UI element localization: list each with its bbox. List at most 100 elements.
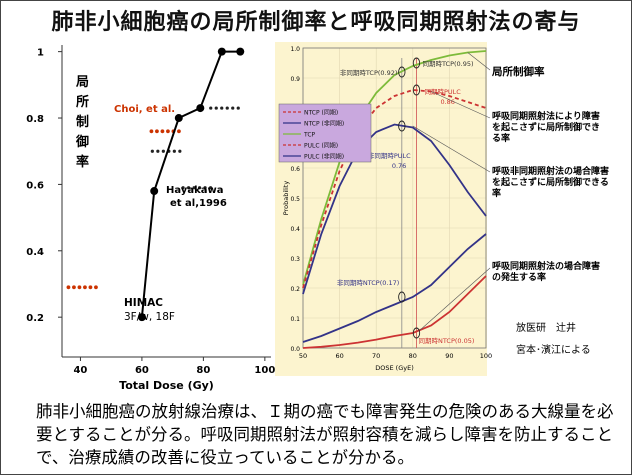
left-hayakawa-point [214, 106, 218, 110]
right-y-tick-label: 1.0 [290, 46, 300, 53]
right-annotation: 同期時TCP(0.95) [422, 60, 473, 68]
right-series-line [302, 275, 487, 349]
left-legend-hayakawa: et al,1996 [170, 198, 227, 209]
right-annotation: 非同期時PULC [368, 151, 411, 160]
left-y-tick-label: 0.6 [26, 180, 44, 191]
right-x-tick-label: 100 [480, 352, 492, 360]
right-y-tick-label: 0.9 [290, 76, 300, 83]
side-label-gated-pulc: 呼吸同期照射法により障害を起こさずに局所制御できる率 [492, 112, 601, 144]
right-annotation: 同期時PULC [424, 88, 461, 96]
right-y-tick-label: 0.2 [290, 286, 300, 293]
right-series-line [302, 89, 487, 289]
right-annotation: 非同期時TCP(0.92) [340, 68, 398, 77]
right-legend-label: PULC (同期) [304, 142, 338, 150]
left-choi-point [177, 129, 181, 134]
left-hayakawa-point [209, 106, 213, 110]
right-leader-line [467, 52, 491, 71]
left-x-tick-label: 80 [196, 365, 210, 376]
left-y-axis-label: 御 [75, 134, 89, 150]
left-hayakawa-point [186, 186, 191, 190]
left-legend-choi: Choi, et al. [114, 104, 175, 115]
right-x-tick-label: 50 [299, 352, 307, 360]
left-choi-point [160, 129, 165, 134]
left-choi-point [83, 285, 87, 290]
left-himac-point [137, 313, 146, 322]
left-y-axis-label: 制 [76, 114, 89, 130]
side-label-nongated-pulc: 呼吸非同期照射法の場合障害を起こさずに局所制御できる率 [492, 167, 610, 199]
right-annotation: 非同期時NTCP(0.17) [337, 278, 399, 287]
left-hayakawa-point [156, 149, 160, 153]
right-annotation: 0.86 [440, 98, 454, 106]
right-legend-box [278, 103, 372, 163]
right-y-tick-label: 0.5 [290, 196, 300, 203]
left-hayakawa-point [208, 186, 213, 190]
right-leader-line [419, 267, 491, 331]
right-y-tick-label: 0.4 [290, 226, 300, 233]
left-hayakawa-point [181, 186, 185, 190]
left-hayakawa-point [192, 186, 196, 190]
left-x-tick-label: 100 [254, 365, 275, 376]
right-y-tick-label: 0.1 [290, 316, 300, 323]
right-plot-frame [302, 47, 487, 349]
right-y-tick-label: 0.6 [290, 166, 300, 173]
right-leader-line [412, 125, 491, 173]
left-y-tick-label: 0.2 [26, 313, 44, 324]
left-y-tick-label: 0.8 [26, 114, 44, 125]
slide-caption: 肺非小細胞癌の放射線治療は、Ｉ期の癌でも障害発生の危険のある大線量を必要とするこ… [36, 402, 614, 467]
left-himac-point [174, 114, 183, 123]
left-y-axis-label: 所 [76, 94, 89, 110]
right-series-line [302, 50, 487, 286]
left-y-axis-label: 率 [76, 154, 89, 170]
left-legend-himac: HIMAC [124, 297, 163, 309]
left-hayakawa-point [231, 106, 235, 110]
right-series-line [302, 123, 487, 295]
right-x-tick-label: 80 [409, 352, 417, 360]
left-choi-point [66, 285, 71, 290]
right-y-tick-label: 0.0 [290, 346, 300, 353]
left-himac-point [150, 187, 159, 196]
left-himac-point [236, 47, 245, 56]
left-choi-point [72, 285, 76, 290]
right-crossing-marker [412, 57, 421, 69]
right-legend-label: NTCP (非同期) [304, 120, 344, 128]
left-hayakawa-point [225, 106, 229, 110]
right-y-tick-label: 0.3 [290, 256, 300, 263]
right-x-tick-label: 60 [335, 352, 343, 360]
side-label-ntcp: 呼吸同期照射法の場合障害の発生する率 [492, 262, 601, 283]
left-himac-point [196, 104, 205, 113]
left-choi-point [77, 285, 82, 290]
left-x-tick-label: 60 [135, 365, 149, 376]
left-choi-point [155, 129, 159, 134]
left-hayakawa-point [178, 149, 182, 153]
left-choi-point [149, 129, 154, 134]
left-hayakawa-point [150, 149, 154, 153]
left-legend-hayakawa: Hayakawa [166, 185, 223, 196]
left-y-tick-label: 0.4 [26, 247, 44, 258]
left-hayakawa-point [172, 149, 176, 153]
right-x-tick-label: 90 [445, 352, 453, 360]
left-legend-himac: 3F/w, 18F [124, 311, 175, 323]
right-crossing-marker [398, 120, 406, 132]
left-hayakawa-point [203, 186, 207, 190]
right-x-axis-label: DOSE (GyE) [375, 364, 413, 372]
credit-1: 放医研 辻井 [516, 323, 576, 334]
right-x-tick-label: 70 [372, 352, 380, 360]
right-crossing-marker [398, 66, 406, 78]
right-legend-label: PULC (非同期) [304, 153, 344, 161]
credit-2: 宮本･濱江による [516, 345, 591, 356]
left-hayakawa-point [220, 106, 224, 110]
left-x-axis-label: Total Dose (Gy) [119, 379, 214, 392]
left-hayakawa-point [161, 149, 165, 153]
right-y-axis-label: Probability [282, 181, 290, 216]
left-y-axis-label: 局 [76, 75, 89, 90]
right-crossing-marker [412, 84, 421, 96]
left-choi-point [166, 129, 170, 134]
right-annotation: 0.76 [392, 162, 406, 170]
left-y-tick-label: 1 [37, 48, 44, 59]
left-x-tick-label: 40 [73, 365, 87, 376]
left-choi-point [94, 285, 98, 290]
left-hayakawa-point [197, 186, 202, 190]
right-leader-line [430, 91, 491, 119]
right-crossing-marker [412, 327, 421, 339]
